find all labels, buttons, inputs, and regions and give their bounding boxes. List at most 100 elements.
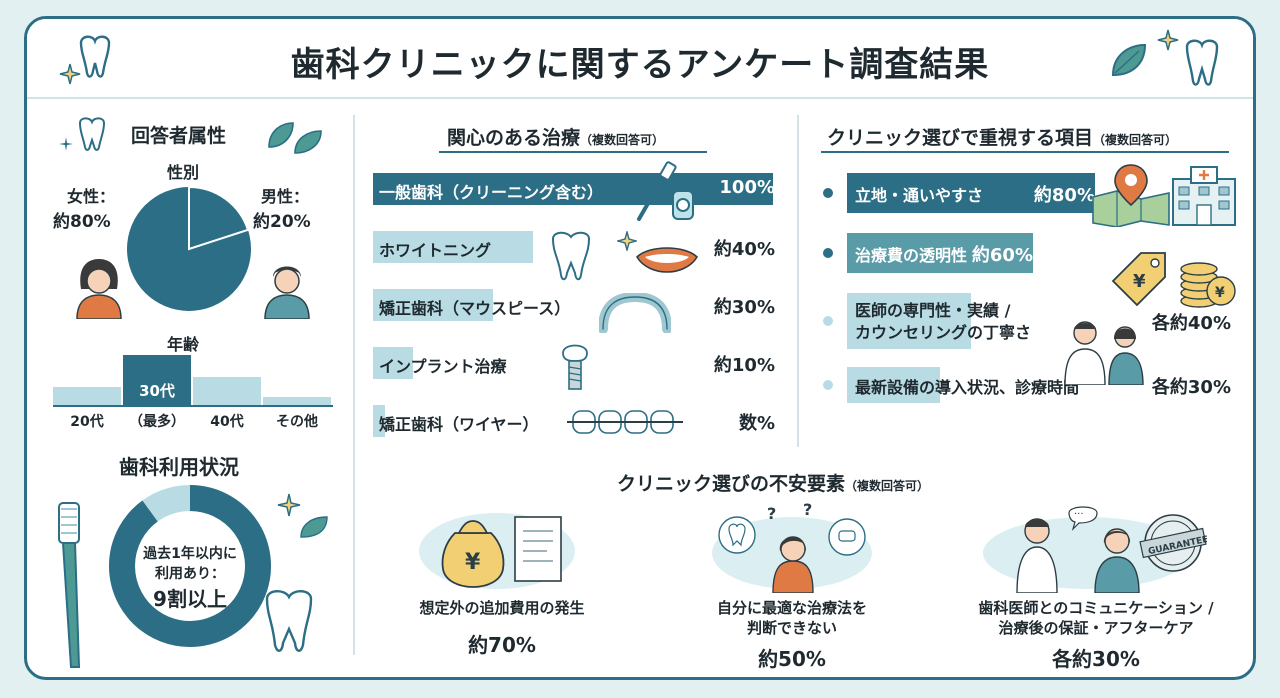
age-bar: [263, 397, 331, 405]
priority-value: 各約30%: [1151, 377, 1231, 398]
priority-label: 立地・通いやすさ: [855, 186, 984, 205]
sparkle-icon: [617, 231, 637, 251]
braces-icon: [567, 410, 683, 434]
leaf-icon: [1111, 43, 1147, 77]
infographic-card: 歯科クリニックに関するアンケート調査結果 回答者属性 性別 女性： 約80% 男…: [24, 16, 1256, 680]
priority-label-2: カウンセリングの丁寧さ: [855, 323, 1032, 342]
usage-line-1: 過去1年以内に: [143, 546, 237, 562]
smile-lips-icon: [635, 247, 699, 273]
female-value: 約80%: [53, 212, 111, 232]
priority-bullet: [823, 380, 833, 390]
svg-text:···: ···: [1074, 509, 1084, 520]
tooth-icon: [1185, 39, 1219, 86]
age-bar: [193, 377, 261, 405]
usage-donut-chart: [109, 485, 271, 647]
toothbrush-icon: [58, 502, 81, 668]
price-tag-icon: ¥: [1111, 252, 1166, 307]
priority-label: 医師の専門性・実績 /: [855, 301, 1011, 320]
interest-bar: [373, 405, 385, 437]
priority-bullet: [823, 188, 833, 198]
age-tick-label: その他: [276, 414, 318, 430]
consultation-guarantee-icon: ··· GUARANTEE: [983, 506, 1207, 593]
interest-bar: [373, 289, 493, 321]
anxiety-value-1: 約70%: [468, 633, 536, 657]
interest-value: 約40%: [713, 239, 775, 260]
priority-label: 治療費の透明性: [855, 246, 968, 265]
tooth-icon: [78, 117, 106, 151]
man-avatar-icon: [264, 266, 310, 319]
priority-bullet: [823, 316, 833, 326]
age-tick-labels: 20代 （最多） 40代 その他: [53, 411, 333, 433]
male-label: 男性：: [261, 187, 310, 206]
sparkle-icon: [1157, 29, 1179, 51]
interest-label: 矯正歯科（ワイヤー）: [379, 415, 539, 434]
interest-label: インプラント治療: [379, 357, 507, 376]
aligner-icon: [599, 293, 671, 333]
gender-pie-chart: [127, 185, 251, 311]
priority-value: 約60%: [971, 245, 1033, 266]
usage-line-2: 利用あり：: [155, 566, 225, 582]
priority-value: 各約40%: [1151, 313, 1231, 334]
anxiety-label-3a: 歯科医師とのコミュニケーション /: [978, 599, 1214, 617]
anxiety-heading: クリニック選びの不安要素（複数回答可）: [617, 469, 929, 496]
pie-slice-male: [188, 185, 250, 251]
column-divider: [797, 115, 799, 447]
male-value: 約20%: [253, 212, 311, 232]
anxiety-value-2: 約50%: [758, 647, 826, 671]
anxiety-value-3: 各約30%: [1052, 647, 1140, 671]
gender-heading: 性別: [167, 163, 200, 182]
price-tag-symbol: ¥: [1133, 271, 1146, 292]
usage-heading: 歯科利用状況: [119, 455, 239, 479]
anxiety-heading-text: クリニック選びの不安要素: [617, 473, 846, 495]
age-bar-chart: 30代: [53, 355, 333, 407]
priority-bar: [847, 367, 940, 403]
sparkle-icon: [277, 493, 301, 517]
anxiety-heading-sub: （複数回答可）: [845, 479, 930, 493]
priority-heading-text: クリニック選びで重視する項目: [827, 127, 1094, 149]
money-bag-symbol: ¥: [465, 550, 481, 575]
priority-value: 約80%: [1033, 185, 1095, 206]
anxiety-label-3b: 治療後の保証・アフターケア: [998, 619, 1194, 637]
female-label: 女性：: [67, 187, 116, 206]
sparkle-icon: [59, 137, 73, 151]
interest-label: ホワイトニング: [379, 241, 492, 260]
priority-bar: [847, 293, 971, 349]
leaf-icon: [300, 516, 328, 538]
interest-label: 一般歯科（クリーニング含む）: [379, 183, 604, 202]
svg-text:?: ?: [767, 504, 776, 523]
anxiety-label-1: 想定外の追加費用の発生: [419, 599, 585, 617]
coin-stack-icon: ¥: [1180, 262, 1236, 308]
anxiety-label-2b: 判断できない: [746, 619, 837, 637]
thinking-woman-icon: ? ?: [712, 500, 872, 593]
map-pin-icon: [1092, 164, 1170, 227]
svg-text:?: ?: [803, 500, 812, 519]
age-tick-label: 20代: [70, 414, 104, 430]
clinic-building-icon: [1172, 166, 1236, 226]
interest-value: 数%: [738, 413, 775, 434]
age-tick-label: 40代: [210, 414, 244, 430]
interest-heading: 関心のある治療（複数回答可）: [447, 123, 664, 150]
tooth-icon: [265, 590, 313, 652]
interest-value: 約30%: [713, 297, 775, 318]
age-tick-label: （最多）: [129, 414, 185, 430]
interest-bar: [373, 347, 413, 379]
interest-bar: [373, 231, 533, 263]
interest-value: 100%: [719, 177, 775, 198]
priority-heading: クリニック選びで重視する項目（複数回答可）: [827, 123, 1177, 150]
usage-line-3: 9割以上: [153, 587, 227, 611]
tooth-icon: [79, 35, 111, 78]
attributes-heading: 回答者属性: [131, 125, 227, 147]
toothbrush-floss-icon: [637, 161, 694, 221]
anxiety-label-2a: 自分に最適な治療法を: [716, 599, 867, 617]
doctor-patient-icon: [1064, 321, 1144, 385]
woman-avatar-icon: [76, 259, 122, 319]
column-divider: [353, 115, 355, 655]
age-bar: [53, 387, 121, 405]
age-bar-value: 30代: [139, 382, 175, 400]
priority-label: 最新設備の導入状況、診療時間: [855, 378, 1080, 397]
interest-label: 矯正歯科（マウスピース）: [379, 299, 571, 318]
priority-bar: [847, 233, 1033, 273]
age-heading: 年齢: [167, 335, 200, 354]
page-title: 歯科クリニックに関するアンケート調査結果: [290, 45, 990, 85]
priority-bar: [847, 173, 1095, 213]
